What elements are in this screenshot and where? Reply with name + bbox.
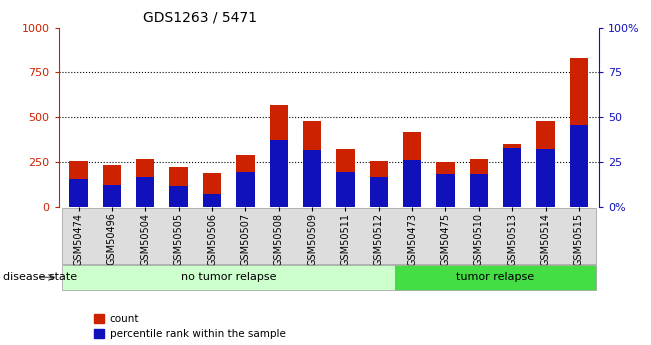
Text: GDS1263 / 5471: GDS1263 / 5471 bbox=[143, 10, 257, 24]
Bar bbox=[536, 149, 555, 207]
Bar bbox=[370, 161, 388, 207]
Bar bbox=[203, 195, 221, 207]
Bar bbox=[469, 159, 488, 207]
Bar bbox=[169, 167, 188, 207]
Bar bbox=[203, 173, 221, 207]
Bar bbox=[70, 179, 88, 207]
Bar bbox=[570, 58, 588, 207]
Legend: count, percentile rank within the sample: count, percentile rank within the sample bbox=[90, 310, 290, 343]
Bar bbox=[236, 155, 255, 207]
Bar bbox=[337, 149, 355, 207]
Bar bbox=[236, 172, 255, 207]
Bar bbox=[270, 105, 288, 207]
Bar bbox=[303, 121, 321, 207]
Bar bbox=[436, 162, 454, 207]
Bar bbox=[503, 148, 521, 207]
Text: no tumor relapse: no tumor relapse bbox=[181, 273, 277, 282]
Bar bbox=[136, 159, 154, 207]
Bar bbox=[403, 160, 421, 207]
Bar bbox=[503, 144, 521, 207]
Bar bbox=[169, 186, 188, 207]
Bar bbox=[370, 177, 388, 207]
Bar bbox=[103, 165, 121, 207]
Bar bbox=[103, 186, 121, 207]
Bar bbox=[536, 121, 555, 207]
Bar bbox=[337, 172, 355, 207]
Bar bbox=[403, 132, 421, 207]
Bar bbox=[436, 174, 454, 207]
Text: disease state: disease state bbox=[3, 273, 77, 282]
Bar bbox=[570, 125, 588, 207]
Bar bbox=[70, 161, 88, 207]
Bar bbox=[303, 150, 321, 207]
Bar bbox=[270, 140, 288, 207]
Text: tumor relapse: tumor relapse bbox=[456, 273, 534, 282]
Bar bbox=[469, 174, 488, 207]
Bar bbox=[136, 177, 154, 207]
